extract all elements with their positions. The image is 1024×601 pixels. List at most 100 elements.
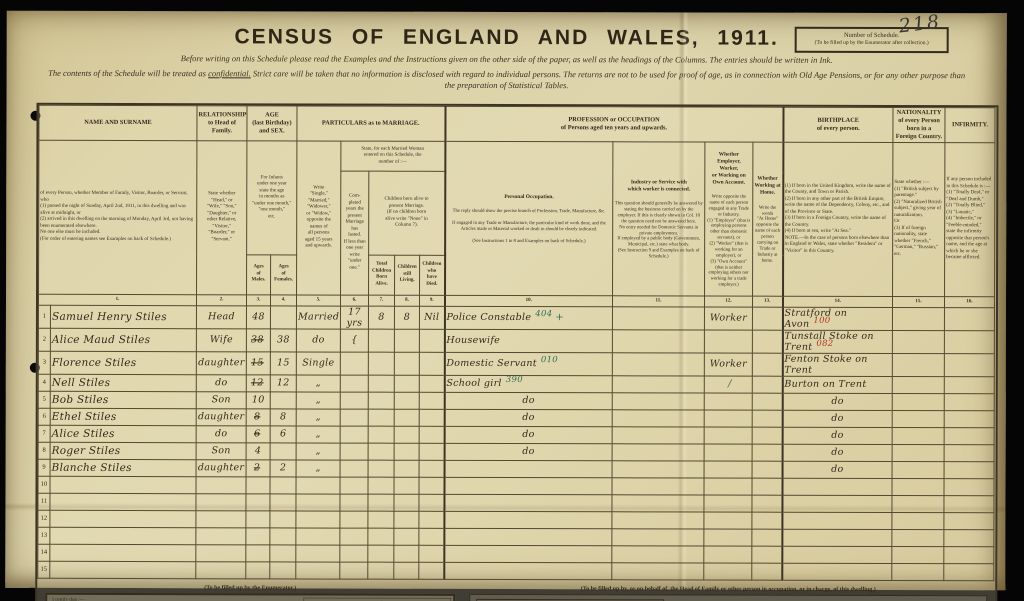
cell-age-male (245, 510, 270, 528)
cell-age-male: 4 (246, 442, 271, 460)
cell-working-at-home (752, 443, 783, 461)
row-number: 14 (37, 543, 50, 561)
cell-occupation: Police Constable 404 + (444, 305, 613, 330)
cell-industry (612, 409, 705, 427)
cell-marriage: „ (296, 374, 341, 392)
cell-age-female: 38 (270, 328, 297, 352)
cell-age-female: 15 (270, 351, 297, 375)
cell-name (49, 526, 196, 545)
schedule-number-note: (To be filled up by the Enumerator after… (814, 39, 929, 47)
cell-relationship: Son (196, 442, 247, 460)
cell-industry (612, 443, 705, 461)
cell-infirmity (944, 353, 995, 377)
cell-name: Roger Stiles (50, 441, 197, 460)
cell-age-female: 6 (270, 425, 297, 443)
years-married-instructions: Com- pleted years the present Marriage h… (340, 171, 369, 295)
cell-children-living (394, 425, 420, 443)
cell-occupation (443, 527, 612, 546)
cell-employer-worker (703, 545, 752, 563)
cell-children-living (394, 374, 420, 392)
enumerator-section: (To be filled up by the Enumerator.) I c… (45, 584, 483, 601)
cell-years-married (340, 351, 369, 375)
cell-marriage (295, 544, 340, 562)
cell-age-male: 2 (246, 459, 271, 477)
cell-occupation (444, 476, 613, 495)
cell-age-female (269, 527, 296, 545)
cell-years-married (339, 527, 368, 545)
cell-birthplace (781, 545, 892, 564)
cell-children-born (368, 408, 395, 426)
cell-relationship: daughter (196, 351, 247, 375)
age-instructions: For Infants under one year state the age… (246, 140, 297, 255)
cell-age-female: 12 (270, 374, 297, 392)
name-instructions: of every Person, whether Member of Famil… (38, 140, 197, 295)
cell-industry (611, 528, 704, 546)
cell-relationship: Son (196, 391, 247, 409)
cell-infirmity (944, 444, 995, 462)
cell-marriage (295, 527, 340, 545)
householder-section: (To be filled up by, or on behalf of, th… (469, 585, 988, 601)
cell-age-female (269, 561, 296, 579)
cell-children-born (367, 561, 394, 579)
cell-birthplace: Fenton Stoke on Trent (782, 352, 893, 377)
row-number: 6 (38, 407, 51, 425)
cell-nationality (892, 330, 945, 354)
cell-children-born (368, 374, 395, 392)
row-number: 3 (38, 350, 51, 374)
cell-children-born (368, 425, 395, 443)
cell-working-at-home (752, 306, 783, 330)
table-row: 3 Florence Stiles daughter 15 15 Single Domest… (38, 350, 995, 377)
cell-working-at-home (752, 392, 783, 410)
working-at-home-desc: Write the words "At Home" opposite the n… (754, 205, 780, 264)
cell-working-at-home (752, 477, 783, 495)
cell-children-born (368, 328, 395, 352)
nationality-instructions: State whether :— (1) "British subject by… (892, 142, 945, 297)
children-born-label: Total Children Born Alive. (368, 254, 395, 295)
cell-age-female (270, 391, 297, 409)
totals-header-row: Total. (303, 597, 451, 601)
cell-employer-worker (704, 426, 753, 444)
relationship-instructions: State whether "Head," or "Wife," "Son," … (196, 140, 247, 295)
cell-infirmity (944, 376, 995, 394)
cell-children-died (419, 328, 445, 352)
cell-children-living (394, 391, 420, 409)
working-at-home-title: Whether Working at Home. (754, 175, 781, 196)
bottom-section: (To be filled up by the Enumerator.) I c… (37, 578, 995, 601)
row-number: 11 (37, 492, 50, 510)
birthplace-instructions: (1) If born in the United Kingdom, write… (782, 142, 893, 297)
certify-text: I certify that :— (1.) All the ages on t… (49, 596, 303, 601)
col-header-age: AGE (last Birthday) and SEX. (246, 105, 298, 141)
cell-children-died (418, 493, 445, 511)
col-header-name: NAME AND SURNAME (38, 105, 198, 141)
cell-birthplace: Burton on Trent (782, 375, 893, 394)
cell-birthplace: Stratford on Avon 100 (782, 306, 893, 331)
instructions-line-1: Before writing on this Schedule please r… (45, 53, 969, 65)
cell-occupation: Housewife (444, 328, 613, 353)
cell-occupation (443, 493, 613, 512)
cell-marriage: „ (296, 459, 341, 477)
cell-relationship: daughter (196, 459, 247, 477)
cell-occupation: do (444, 408, 613, 427)
cell-nationality (891, 512, 944, 530)
cell-children-died (419, 476, 445, 494)
cell-age-male: 15 (246, 351, 271, 375)
cell-occupation: do (444, 391, 613, 410)
cell-occupation (443, 544, 612, 563)
cell-industry (612, 426, 705, 444)
cell-industry (611, 545, 704, 563)
cell-years-married: { (340, 328, 369, 352)
instructions-text: Before writing on this Schedule please r… (180, 53, 833, 65)
cell-infirmity (944, 461, 995, 479)
column-number: 9. (419, 294, 445, 306)
cell-children-born (367, 544, 394, 562)
cell-marriage: „ (296, 408, 341, 426)
table-row: 1 Samuel Henry Stiles Head 48 Married 17 yrs 8… (38, 304, 995, 331)
row-number: 5 (38, 390, 51, 408)
cell-nationality (891, 546, 944, 564)
cell-employer-worker (703, 494, 753, 512)
column-number: 13. (752, 295, 783, 307)
married-woman-instructions: State, for each Married Woman entered on… (340, 141, 445, 172)
cell-years-married (340, 408, 369, 426)
cell-children-living (394, 351, 420, 375)
